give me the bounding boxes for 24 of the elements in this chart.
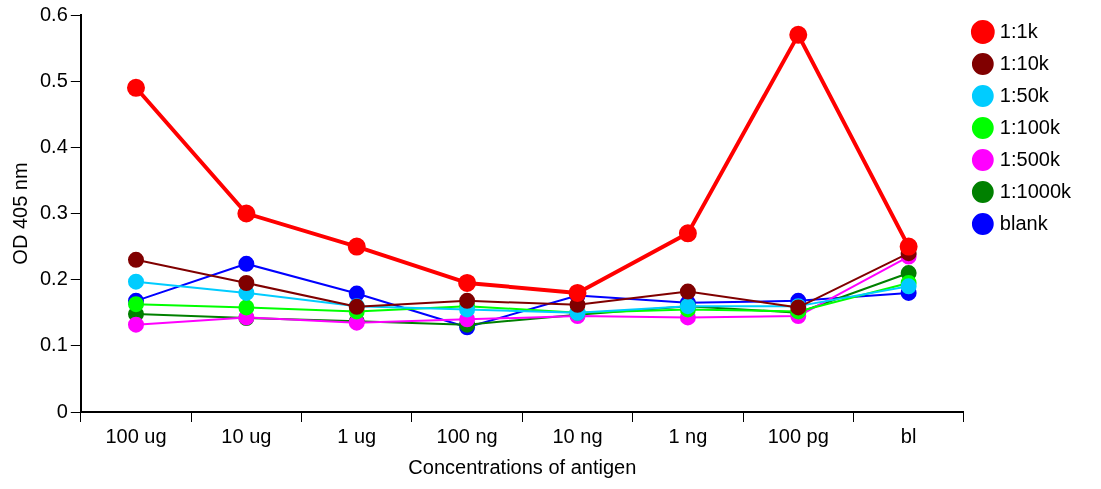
x-tick-label: 1 ng	[668, 424, 708, 447]
legend-label: 1:50k	[999, 83, 1050, 106]
legend-label: 1:1k	[999, 19, 1039, 42]
legend-label: 1:500k	[999, 147, 1061, 170]
y-tick-label: 0.1	[39, 333, 68, 356]
x-tick-label: 100 ng	[436, 424, 498, 447]
y-tick-label: 0	[56, 399, 68, 422]
legend-label: 1:10k	[999, 51, 1050, 74]
x-tick-label: 10 ng	[552, 424, 603, 447]
x-tick-label: 1 ug	[337, 424, 377, 447]
legend-label: blank	[999, 211, 1049, 234]
y-tick-label: 0.2	[39, 267, 68, 290]
y-tick-label: 0.3	[39, 201, 68, 224]
x-axis-title: Concentrations of antigen	[408, 455, 637, 478]
legend-label: 1:1000k	[999, 179, 1072, 202]
y-axis-title: OD 405 nm	[8, 162, 31, 265]
x-tick-label: bl	[900, 424, 917, 447]
legend-label: 1:100k	[999, 115, 1061, 138]
x-tick-label: 100 ug	[105, 424, 167, 447]
x-tick-label: 100 pg	[767, 424, 829, 447]
y-tick-label: 0.4	[39, 134, 68, 157]
x-tick-label: 10 ug	[221, 424, 272, 447]
y-tick-label: 0.5	[39, 68, 68, 91]
y-tick-label: 0.6	[39, 2, 68, 25]
